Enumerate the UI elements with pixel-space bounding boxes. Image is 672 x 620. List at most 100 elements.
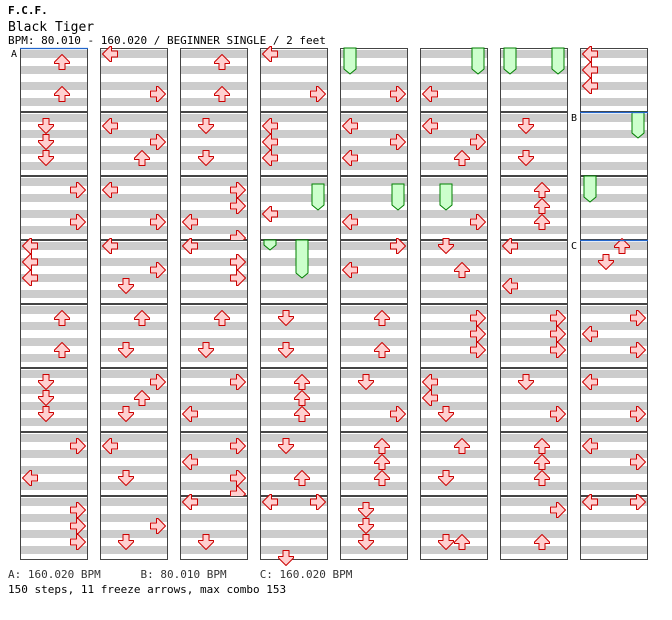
beat-stripe	[260, 434, 328, 442]
beat-stripe	[340, 450, 408, 458]
measure	[500, 304, 568, 368]
beat-stripe	[260, 274, 328, 282]
measure	[340, 176, 408, 240]
beat-stripe	[260, 530, 328, 538]
measure	[580, 111, 648, 176]
measure-border	[180, 176, 248, 240]
measure-border	[500, 304, 568, 368]
arrow-up	[534, 534, 550, 550]
arrow-up	[134, 310, 150, 326]
beat-stripe	[260, 370, 328, 378]
beat-stripe	[500, 178, 568, 186]
arrow-left	[262, 134, 278, 150]
measure	[580, 238, 648, 304]
beat-stripe	[340, 178, 408, 186]
beat-stripe	[500, 418, 568, 426]
beat-stripe	[180, 482, 248, 490]
measure-border	[100, 496, 168, 560]
measure	[100, 176, 168, 240]
measure	[100, 304, 168, 368]
beat-stripe	[100, 482, 168, 490]
beat-stripe	[260, 82, 328, 90]
arrow-right	[310, 494, 326, 510]
arrow-right	[150, 374, 166, 390]
beat-stripe	[580, 434, 648, 442]
beat-stripe	[260, 258, 328, 266]
beat-stripe	[500, 402, 568, 410]
measure-border	[20, 368, 88, 432]
beat-stripe	[500, 274, 568, 282]
beat-stripe	[580, 66, 648, 74]
measure-border	[180, 368, 248, 432]
beat-stripe	[20, 418, 88, 426]
arrow-left	[342, 150, 358, 166]
beat-stripe	[180, 274, 248, 282]
beat-stripe	[340, 210, 408, 218]
beat-stripe	[500, 338, 568, 346]
arrow-left	[582, 62, 598, 78]
arrow-down	[438, 534, 454, 550]
arrow-down	[438, 470, 454, 486]
arrow-left	[582, 374, 598, 390]
measure-border	[580, 368, 648, 432]
beat-stripe	[580, 546, 648, 554]
beat-stripe	[340, 274, 408, 282]
arrow-right	[230, 270, 246, 286]
beat-stripe	[20, 322, 88, 330]
measure	[580, 368, 648, 432]
arrow-left	[102, 238, 118, 254]
beat-stripe	[500, 194, 568, 202]
measure	[260, 239, 328, 304]
measure-border	[340, 48, 408, 112]
arrow-down	[38, 118, 54, 134]
beat-stripe	[420, 530, 488, 538]
freeze-arrow-left	[263, 239, 277, 251]
beat-stripe	[420, 210, 488, 218]
arrow-right	[230, 374, 246, 390]
beat-stripe	[260, 402, 328, 410]
measure-border	[340, 240, 408, 304]
beat-stripe	[420, 498, 488, 506]
beat-stripe	[420, 418, 488, 426]
beat-stripe	[180, 386, 248, 394]
arrow-right	[390, 238, 406, 254]
measure	[260, 494, 328, 566]
measure	[20, 368, 88, 432]
arrow-up	[534, 198, 550, 214]
beat-stripe	[580, 322, 648, 330]
measure-border	[260, 496, 328, 560]
arrow-down	[358, 534, 374, 550]
measure-border	[340, 176, 408, 240]
beat-stripe	[420, 546, 488, 554]
beat-stripe	[100, 50, 168, 58]
arrow-right	[230, 254, 246, 270]
arrow-left	[182, 238, 198, 254]
beat-stripe	[260, 450, 328, 458]
arrow-right	[230, 438, 246, 454]
arrow-up	[54, 342, 70, 358]
measure	[260, 176, 328, 240]
measure	[180, 368, 248, 432]
measure	[500, 496, 568, 560]
arrow-left	[22, 238, 38, 254]
beat-stripe	[580, 290, 648, 298]
beat-stripe	[500, 130, 568, 138]
beat-stripe	[180, 146, 248, 154]
arrow-up	[214, 54, 230, 70]
freeze-arrow-right	[471, 47, 485, 75]
beat-stripe	[500, 82, 568, 90]
beat-stripe	[260, 498, 328, 506]
arrow-down	[198, 534, 214, 550]
measure	[20, 432, 88, 496]
beat-stripe	[340, 482, 408, 490]
measure	[500, 238, 568, 304]
arrow-down	[198, 118, 214, 134]
beat-stripe	[100, 402, 168, 410]
beat-stripe	[340, 194, 408, 202]
arrow-down	[438, 406, 454, 422]
beat-stripe	[180, 530, 248, 538]
arrow-up	[374, 470, 390, 486]
beat-stripe	[20, 226, 88, 234]
beat-stripe	[20, 194, 88, 202]
beat-stripe	[260, 210, 328, 218]
